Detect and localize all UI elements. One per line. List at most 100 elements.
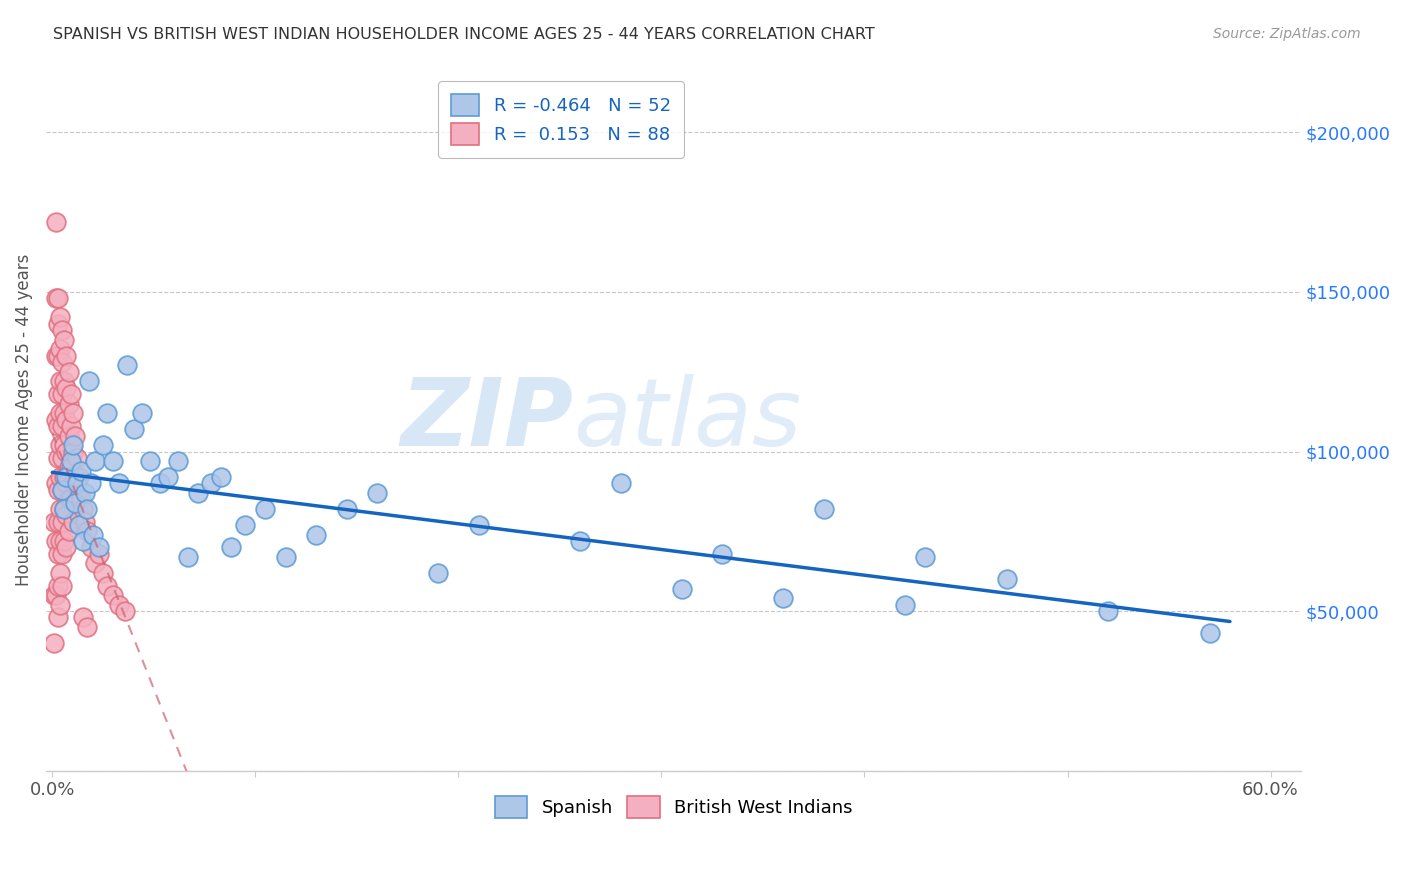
Point bbox=[45, 476, 67, 491]
Point bbox=[63, 495, 86, 509]
Point bbox=[1097, 604, 1119, 618]
Point bbox=[53, 333, 76, 347]
Point bbox=[44, 588, 66, 602]
Point bbox=[51, 450, 73, 465]
Point bbox=[108, 476, 131, 491]
Point bbox=[427, 566, 450, 580]
Point bbox=[51, 355, 73, 369]
Text: Source: ZipAtlas.com: Source: ZipAtlas.com bbox=[1213, 27, 1361, 41]
Point bbox=[467, 517, 489, 532]
Point bbox=[45, 291, 67, 305]
Legend: Spanish, British West Indians: Spanish, British West Indians bbox=[488, 789, 860, 825]
Point bbox=[772, 591, 794, 606]
Point bbox=[48, 450, 70, 465]
Point bbox=[48, 349, 70, 363]
Point bbox=[66, 450, 89, 465]
Point bbox=[55, 470, 77, 484]
Point bbox=[48, 578, 70, 592]
Point bbox=[48, 419, 70, 434]
Point bbox=[995, 572, 1018, 586]
Point bbox=[55, 412, 77, 426]
Point bbox=[67, 470, 90, 484]
Point bbox=[87, 541, 110, 555]
Point bbox=[45, 215, 67, 229]
Point bbox=[44, 636, 66, 650]
Point bbox=[67, 517, 90, 532]
Point bbox=[91, 566, 114, 580]
Point bbox=[63, 428, 86, 442]
Point bbox=[53, 502, 76, 516]
Point bbox=[55, 508, 77, 523]
Point bbox=[53, 470, 76, 484]
Point bbox=[55, 349, 77, 363]
Point bbox=[80, 476, 103, 491]
Point bbox=[45, 588, 67, 602]
Point bbox=[62, 476, 84, 491]
Point bbox=[131, 406, 153, 420]
Point bbox=[58, 460, 80, 475]
Point bbox=[96, 406, 118, 420]
Point bbox=[51, 323, 73, 337]
Point bbox=[305, 527, 328, 541]
Point bbox=[76, 502, 98, 516]
Point bbox=[76, 620, 98, 634]
Point bbox=[49, 310, 72, 325]
Point bbox=[48, 483, 70, 497]
Text: atlas: atlas bbox=[574, 374, 801, 465]
Point bbox=[49, 438, 72, 452]
Point bbox=[177, 549, 200, 564]
Point bbox=[55, 541, 77, 555]
Point bbox=[108, 598, 131, 612]
Text: SPANISH VS BRITISH WEST INDIAN HOUSEHOLDER INCOME AGES 25 - 44 YEARS CORRELATION: SPANISH VS BRITISH WEST INDIAN HOUSEHOLD… bbox=[53, 27, 875, 42]
Point bbox=[69, 492, 91, 507]
Point bbox=[139, 454, 162, 468]
Point bbox=[62, 438, 84, 452]
Point bbox=[96, 578, 118, 592]
Point bbox=[80, 541, 103, 555]
Point bbox=[254, 502, 277, 516]
Point bbox=[103, 588, 125, 602]
Point bbox=[53, 374, 76, 388]
Point bbox=[58, 428, 80, 442]
Point bbox=[73, 486, 96, 500]
Point bbox=[59, 454, 82, 468]
Point bbox=[66, 476, 89, 491]
Point bbox=[1198, 626, 1220, 640]
Point bbox=[51, 515, 73, 529]
Point bbox=[569, 533, 592, 548]
Point bbox=[49, 502, 72, 516]
Point bbox=[66, 492, 89, 507]
Point bbox=[73, 515, 96, 529]
Point bbox=[82, 527, 104, 541]
Y-axis label: Householder Income Ages 25 - 44 years: Householder Income Ages 25 - 44 years bbox=[15, 253, 32, 586]
Point bbox=[49, 374, 72, 388]
Point bbox=[51, 547, 73, 561]
Point bbox=[914, 549, 936, 564]
Point bbox=[77, 374, 100, 388]
Point bbox=[48, 317, 70, 331]
Point bbox=[67, 508, 90, 523]
Point bbox=[187, 486, 209, 500]
Point bbox=[49, 470, 72, 484]
Point bbox=[58, 492, 80, 507]
Point bbox=[336, 502, 359, 516]
Point bbox=[149, 476, 172, 491]
Point bbox=[51, 578, 73, 592]
Point bbox=[813, 502, 835, 516]
Point bbox=[72, 610, 94, 624]
Point bbox=[62, 444, 84, 458]
Point bbox=[219, 541, 242, 555]
Point bbox=[51, 387, 73, 401]
Point bbox=[366, 486, 388, 500]
Point bbox=[274, 549, 297, 564]
Point bbox=[58, 365, 80, 379]
Point bbox=[59, 419, 82, 434]
Point bbox=[87, 547, 110, 561]
Point bbox=[51, 483, 73, 497]
Point bbox=[58, 524, 80, 539]
Point bbox=[72, 533, 94, 548]
Point bbox=[84, 454, 107, 468]
Point bbox=[59, 492, 82, 507]
Point bbox=[48, 610, 70, 624]
Point bbox=[167, 454, 190, 468]
